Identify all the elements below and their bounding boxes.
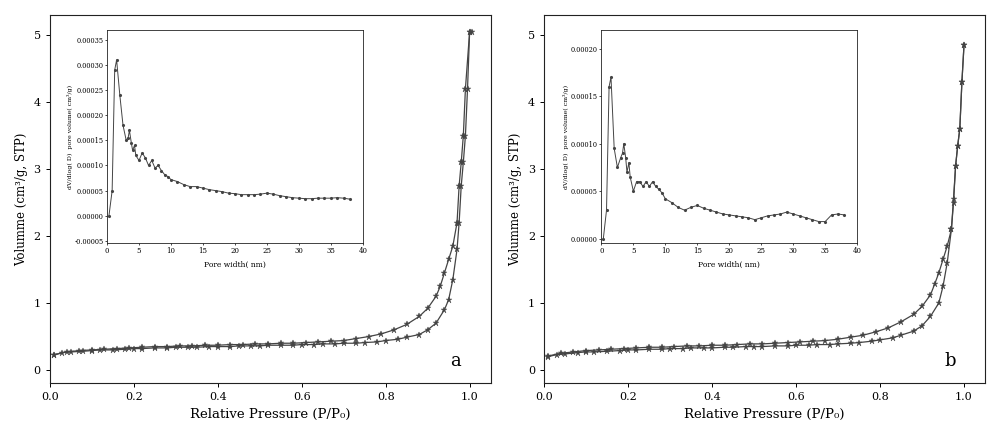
Y-axis label: Volumme (cm³/g, STP): Volumme (cm³/g, STP) [509, 133, 522, 266]
Text: b: b [944, 352, 955, 370]
X-axis label: Relative Pressure (P/P₀): Relative Pressure (P/P₀) [684, 408, 845, 421]
Y-axis label: Volumme (cm³/g, STP): Volumme (cm³/g, STP) [15, 133, 28, 266]
Text: a: a [450, 352, 461, 370]
X-axis label: Relative Pressure (P/P₀): Relative Pressure (P/P₀) [190, 408, 350, 421]
